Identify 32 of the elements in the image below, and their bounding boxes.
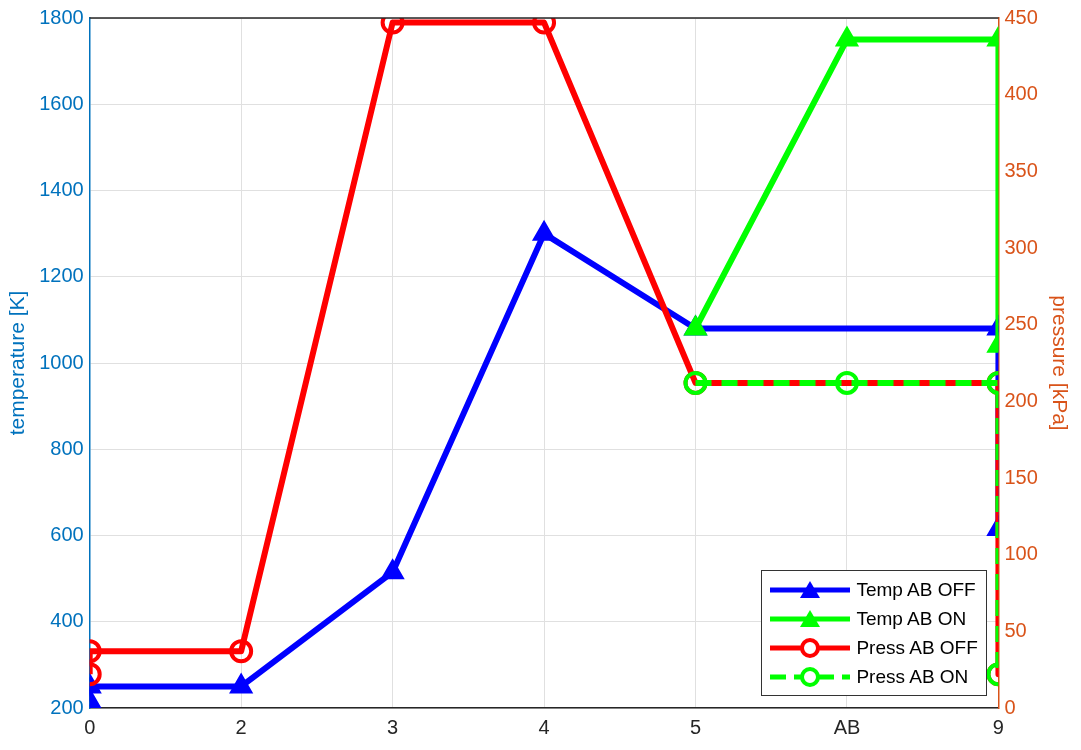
x-tick-label: AB (833, 715, 861, 738)
y-tick-label: 1600 (39, 91, 84, 114)
y2-tick-label: 300 (1004, 235, 1038, 258)
y2-tick-label: 350 (1004, 158, 1038, 181)
y-tick-label: 1000 (39, 350, 84, 373)
x-tick-label: 3 (387, 715, 399, 738)
x-tick-label: 9 (992, 715, 1004, 738)
y2-tick-label: 100 (1004, 542, 1038, 565)
y2-tick-label: 250 (1004, 312, 1038, 335)
x-tick-label: 2 (235, 715, 247, 738)
y-tick-label: 600 (50, 523, 84, 546)
y-tick-label: 1200 (39, 264, 84, 287)
y-tick-label: 200 (50, 695, 84, 718)
y2-tick-label: 400 (1004, 82, 1038, 105)
y2-tick-label: 150 (1004, 465, 1038, 488)
y-tick-label: 1400 (39, 178, 84, 201)
legend-label: Press AB ON (856, 665, 969, 688)
y-tick-label: 400 (50, 609, 84, 632)
x-tick-label: 4 (538, 715, 550, 738)
y-tick-label: 1800 (39, 5, 84, 28)
y2-tick-label: 200 (1004, 388, 1038, 411)
x-tick-label: 0 (84, 715, 96, 738)
legend-label: Press AB OFF (856, 636, 978, 659)
legend-label: Temp AB OFF (856, 578, 976, 601)
y2-tick-label: 0 (1004, 695, 1016, 718)
x-tick-label: 5 (689, 715, 702, 738)
y2-tick-label: 450 (1004, 5, 1038, 28)
y-tick-label: 800 (50, 436, 84, 459)
legend-label: Temp AB ON (856, 607, 967, 630)
y2-axis-title: pressure [kPa] (1048, 295, 1072, 431)
y-axis-title: temperature [K] (5, 290, 29, 436)
y2-tick-label: 50 (1004, 618, 1027, 641)
